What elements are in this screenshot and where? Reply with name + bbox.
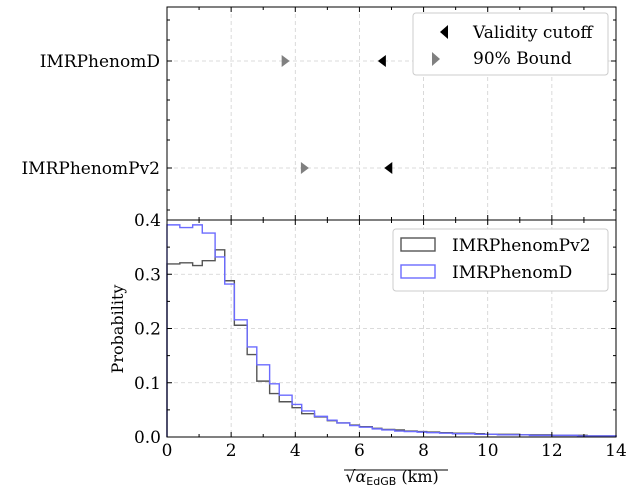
y-tick-label-0.1: 0.1	[134, 374, 161, 394]
marker-90-bound-imrphenompv2	[300, 162, 309, 174]
y-tick-label-0.3: 0.3	[134, 265, 161, 285]
x-tick-label-0: 0	[162, 441, 173, 461]
legend-marker-90-bound	[432, 52, 440, 66]
x-tick-label-6: 6	[354, 441, 365, 461]
y-tick-label-0.2: 0.2	[134, 320, 161, 340]
legend-label-imrphenompv2: IMRPhenomPv2	[452, 236, 591, 256]
legend-marker-validity-cutoff	[440, 25, 448, 39]
bottom-panel-frame	[166, 219, 617, 438]
top-panel-markers	[281, 55, 393, 174]
x-tick-label-8: 8	[418, 441, 429, 461]
category-label-imrphenompv2: IMRPhenomPv2	[21, 159, 160, 179]
y-tick-label-0.4: 0.4	[134, 211, 161, 231]
top-legend-box	[412, 12, 609, 76]
category-label-imrphenomd: IMRPhenomD	[40, 52, 160, 72]
top-panel-category-labels: IMRPhenomD IMRPhenomPv2	[21, 52, 160, 179]
x-tick-label-2: 2	[226, 441, 237, 461]
y-tick-label-0.0: 0.0	[134, 428, 161, 448]
marker-90-bound-imrphenomd	[281, 55, 290, 67]
x-axis-title-symbol: α	[355, 467, 366, 486]
x-axis-title-root: √	[345, 467, 356, 486]
x-tick-label-4: 4	[290, 441, 301, 461]
marker-validity-cutoff-imrphenompv2	[384, 162, 393, 174]
x-tick-label-10: 10	[477, 441, 499, 461]
y-axis-title: Probability	[108, 285, 127, 374]
legend-label-imrphenomd: IMRPhenomD	[452, 263, 572, 283]
x-tick-label-14: 14	[605, 441, 627, 461]
bottom-legend-box	[392, 228, 609, 292]
x-tick-label-12: 12	[541, 441, 563, 461]
x-axis-title: √αEdGB (km)	[345, 467, 438, 488]
bottom-panel: 0 2 4 6 8 10 12 14 0.0 0.1 0.2 0.3 0.4 IMRPhenomPv2 …	[108, 211, 627, 488]
x-axis-title-unit: (km)	[396, 467, 438, 486]
legend-label-validity-cutoff: Validity cutoff	[472, 23, 594, 43]
top-panel: IMRPhenomD IMRPhenomPv2 Validity cutoff 9…	[21, 6, 617, 221]
marker-validity-cutoff-imrphenomd	[377, 55, 386, 67]
x-axis-title-subscript: EdGB	[366, 475, 396, 488]
legend-swatch-imrphenomd	[400, 264, 436, 279]
legend-label-90-bound: 90% Bound	[473, 49, 572, 69]
bottom-panel-grid	[167, 220, 616, 437]
histogram-imrphenomd	[166, 224, 617, 437]
bottom-panel-legend: IMRPhenomPv2 IMRPhenomD	[392, 228, 609, 292]
top-panel-legend: Validity cutoff 90% Bound	[412, 12, 609, 76]
legend-swatch-imrphenompv2	[400, 237, 436, 252]
